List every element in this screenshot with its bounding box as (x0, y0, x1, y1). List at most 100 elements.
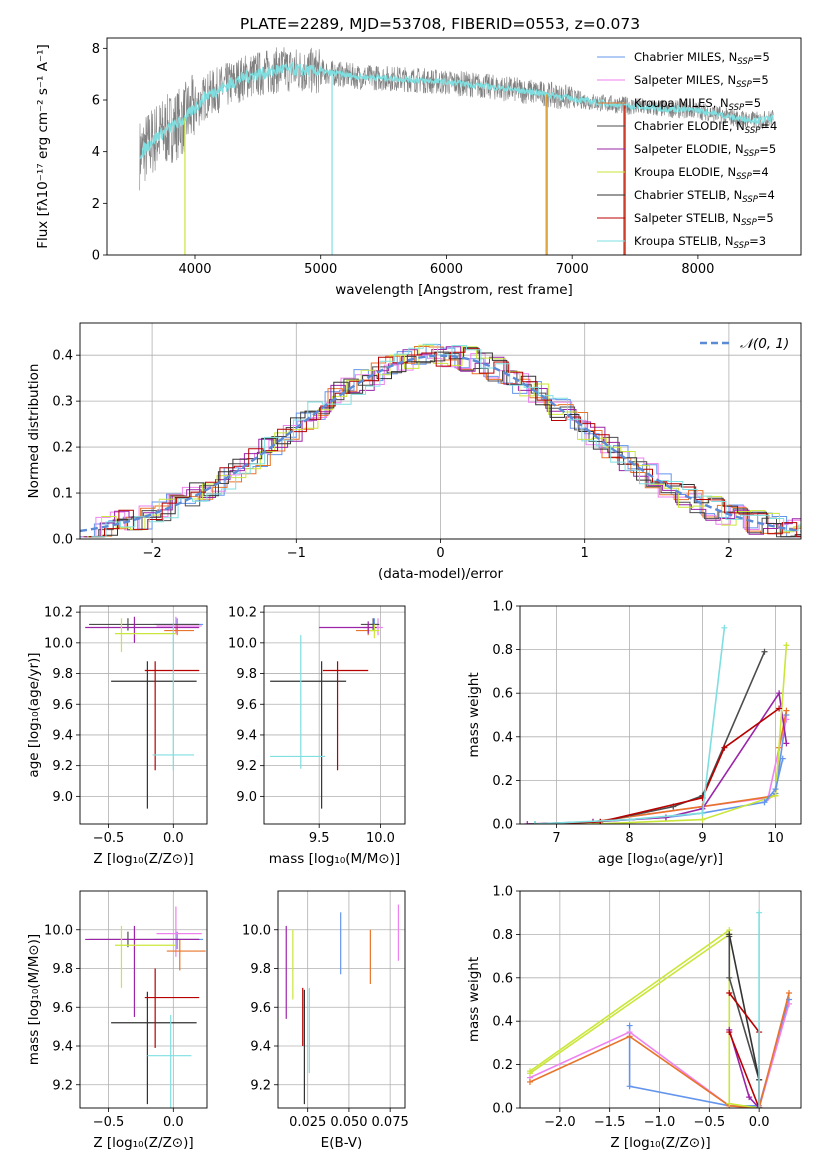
normal-reference-curve (80, 354, 801, 533)
axes-frame (106, 37, 802, 256)
legend-entry: Chabrier ELODIE, NSSP=4 (634, 119, 777, 136)
legend-entry: Kroupa STELIB, NSSP=3 (634, 234, 766, 251)
residuals-plot (80, 343, 801, 538)
axes-frame (79, 890, 208, 1109)
y-tick-label: 9.2 (236, 759, 257, 774)
x-tick-label: 4000 (178, 262, 211, 277)
y-tick-label: 8 (92, 42, 100, 57)
histogram-series (82, 346, 801, 538)
legend-suffix: =5 (757, 211, 774, 225)
weight-point-marker (746, 1094, 753, 1101)
legend-suffix: =4 (760, 119, 777, 133)
histogram-series (90, 348, 801, 538)
x-tick-label: 5000 (304, 262, 337, 277)
legend-suffix: =5 (753, 50, 770, 64)
legend-entry: Salpeter MILES, NSSP=5 (634, 73, 769, 90)
y-tick-label: 0.4 (492, 730, 513, 745)
y-tick-label: 10.0 (242, 923, 271, 938)
errorbar-point (156, 906, 202, 957)
age-vs-Z-frame: −0.5 0.0 9.0 9.2 9.4 9.6 9.8 10.0 10.2 Z [log₁₀(Z… (26, 605, 208, 867)
errorbar-point (270, 635, 326, 769)
spectrum-data-line (139, 47, 774, 191)
errorbar-point (85, 925, 200, 1017)
y-tick-label: 9.4 (52, 1040, 73, 1055)
weight-point-marker (721, 624, 728, 631)
y-axis-label: Flux [fλ10⁻¹⁷ erg cm⁻² s⁻¹ A⁻¹] (35, 44, 51, 249)
y-tick-label: 10.2 (44, 606, 73, 621)
errorbar-point (270, 661, 347, 809)
errorbar-point (152, 624, 195, 771)
weight-point-marker (726, 931, 733, 938)
spectrum-panel: 4000 5000 6000 7000 8000 0 2 4 6 8 wavelength [Ang… (35, 37, 802, 298)
weight-point-marker (626, 1083, 633, 1090)
legend-entry: 𝒩(0, 1) (740, 336, 789, 352)
axes-frame (79, 322, 802, 540)
y-tick-label: 10.0 (228, 636, 257, 651)
x-tick-label: 8000 (681, 262, 714, 277)
weight-point-marker (776, 705, 783, 712)
weight-point-marker (726, 1029, 733, 1036)
histogram-series (87, 344, 801, 538)
y-tick-label: 0.6 (492, 687, 513, 702)
weight-point-marker (662, 814, 669, 821)
errorbar-point (144, 661, 200, 771)
x-tick-label: −1.0 (644, 1115, 676, 1130)
weight-point-marker (531, 821, 538, 824)
mass-vs-EBV-panel: 0.025 0.050 0.075 9.2 9.4 9.6 9.8 10.0 E(B-V) (242, 890, 409, 1151)
y-tick-label: 9.4 (250, 1040, 271, 1055)
y-tick-label: 9.4 (236, 728, 257, 743)
legend-subscript: SSP (745, 126, 761, 136)
x-axis-label: Z [log₁₀(Z/Z⊙)] (610, 1135, 710, 1151)
y-axis-label: mass weight (466, 672, 482, 757)
weight-vs-Z-frame: −2.0 −1.5 −1.0 −0.5 0.0 0.0 0.2 0.4 0.6 0.8 1.0 Z [… (466, 885, 802, 1151)
errorbar-point (147, 1015, 192, 1108)
age-vs-mass-grid (264, 606, 405, 824)
errorbar-point (322, 661, 369, 771)
legend-subscript: SSP (734, 241, 750, 251)
mass-vs-EBV-frame: 0.025 0.050 0.075 9.2 9.4 9.6 9.8 10.0 E(B-V) (242, 890, 409, 1151)
x-tick-label: 10.0 (366, 831, 395, 846)
weight-point-marker (626, 816, 633, 823)
weight-point-marker (756, 909, 763, 916)
y-tick-label: 9.6 (250, 1001, 271, 1016)
y-tick-label: 10.0 (44, 636, 73, 651)
x-tick-label: 7 (552, 831, 560, 846)
x-tick-label: 0.0 (163, 831, 184, 846)
weight-point-marker (776, 690, 783, 697)
errorbar-point (89, 618, 200, 631)
mass-vs-Z-frame: −0.5 0.0 9.2 9.4 9.6 9.8 10.0 Z [log₁₀(Z/Z⊙)] ma… (26, 890, 208, 1151)
x-tick-label: −1 (287, 546, 306, 561)
errorbar-point (164, 624, 195, 636)
axes-frame (519, 890, 802, 1109)
legend-suffix: =3 (749, 234, 766, 248)
y-tick-label: 9.0 (52, 790, 73, 805)
y-tick-label: 10.2 (228, 606, 257, 621)
mass-vs-Z-panel: −0.5 0.0 9.2 9.4 9.6 9.8 10.0 Z [log₁₀(Z/Z⊙)] ma… (26, 890, 208, 1151)
legend-subscript: SSP (736, 80, 752, 90)
y-axis-label: mass weight (466, 957, 482, 1042)
y-tick-label: 9.4 (52, 728, 73, 743)
y-tick-label: 9.8 (52, 667, 73, 682)
y-tick-label: 0.1 (52, 487, 73, 502)
legend-suffix: =5 (744, 96, 761, 110)
axes-frame (263, 605, 406, 825)
x-tick-label: 1 (581, 546, 589, 561)
x-tick-label: −0.5 (93, 831, 125, 846)
mass-vs-EBV-plot (285, 904, 400, 1105)
weight-vs-Z-plot (526, 909, 793, 1108)
weight-series-line (728, 934, 760, 1080)
errorbar-point (369, 624, 380, 639)
y-tick-label: 9.6 (52, 698, 73, 713)
x-axis-label: wavelength [Angstrom, rest frame] (335, 282, 573, 298)
age-vs-mass-panel: 9.5 10.0 9.0 9.2 9.4 9.6 9.8 10.0 10.2 mass [log₁… (228, 605, 406, 867)
weight-point-marker (756, 1105, 763, 1108)
y-tick-label: 9.6 (236, 698, 257, 713)
x-axis-label: age [log₁₀(age/yr)] (598, 851, 723, 867)
legend-subscript: SSP (737, 57, 753, 67)
age-vs-Z-panel: −0.5 0.0 9.0 9.2 9.4 9.6 9.8 10.0 10.2 Z [log₁₀(Z… (26, 605, 208, 867)
y-tick-label: 9.2 (52, 1078, 73, 1093)
mass-vs-Z-grid (80, 891, 207, 1108)
age-vs-mass-frame: 9.5 10.0 9.0 9.2 9.4 9.6 9.8 10.0 10.2 mass [log₁… (228, 605, 406, 867)
weight-vs-age-frame: 7 8 9 10 0.0 0.2 0.4 0.6 0.8 1.0 age [log₁₀(age/yr… (466, 600, 802, 867)
weight-point-marker (786, 989, 793, 996)
